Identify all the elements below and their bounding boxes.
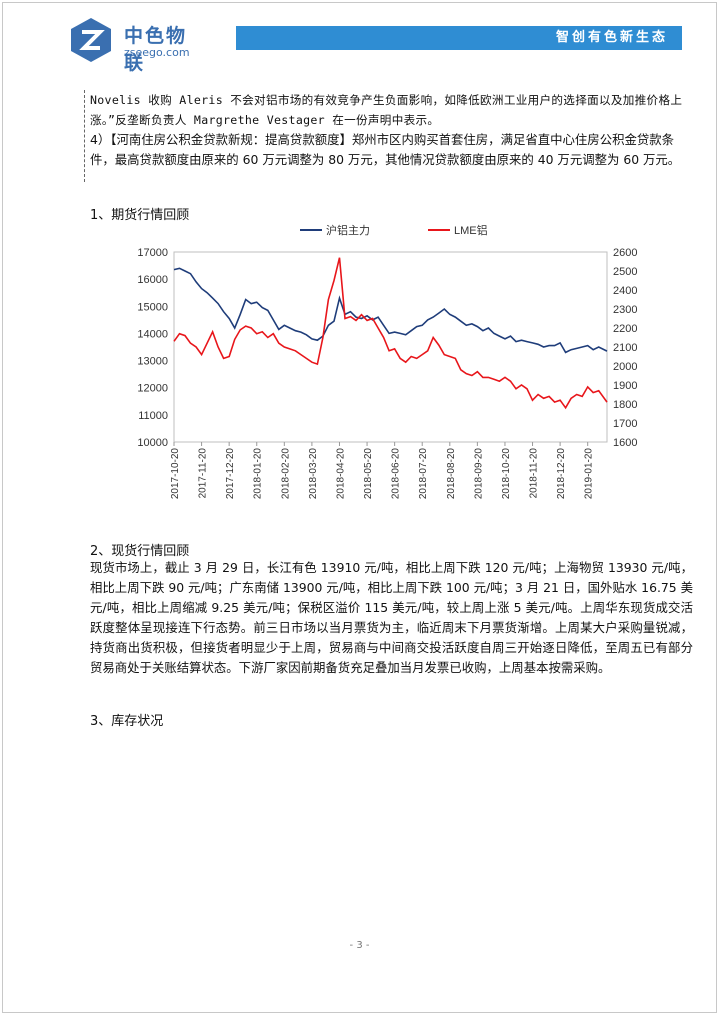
x-tick-label: 2018-05-20 — [363, 448, 374, 500]
y-left-tick-label: 10000 — [137, 437, 168, 449]
y-right-tick-label: 2000 — [613, 361, 637, 373]
header-banner: 智创有色新生态 — [236, 26, 682, 50]
y-left-tick-label: 14000 — [137, 328, 168, 340]
legend-label: 沪铝主力 — [326, 223, 370, 237]
y-right-tick-label: 2200 — [613, 323, 637, 335]
y-right-tick-label: 1900 — [613, 380, 637, 392]
section-heading-futures: 1、期货行情回顾 — [90, 208, 190, 223]
x-tick-label: 2017-11-20 — [198, 448, 209, 499]
logo-domain: zseego.com — [124, 46, 190, 59]
x-tick-label: 2018-03-20 — [308, 448, 319, 500]
x-tick-label: 2018-11-20 — [529, 448, 540, 499]
x-tick-label: 2018-07-20 — [418, 448, 429, 500]
x-tick-label: 2017-12-20 — [225, 448, 236, 500]
paragraph-spot-market: 现货市场上，截止 3 月 29 日，长江有色 13910 元/吨，相比上周下跌 … — [90, 560, 693, 675]
series-line-shfe-aluminum — [173, 267, 608, 354]
x-tick-label: 2018-10-20 — [501, 448, 512, 500]
x-tick-label: 2018-09-20 — [473, 448, 484, 500]
chart-legend: 沪铝主力 LME铝 — [300, 223, 488, 237]
series-line-lme-aluminum — [173, 257, 608, 410]
x-tick-label: 2018-01-20 — [253, 448, 264, 500]
quote-bar — [84, 90, 85, 182]
y-right-tick-label: 2300 — [613, 304, 637, 316]
y-right-tick-label: 1700 — [613, 418, 637, 430]
x-tick-label: 2018-04-20 — [335, 448, 346, 500]
y-left-tick-label: 16000 — [137, 274, 168, 286]
y-left-tick-label: 13000 — [137, 356, 168, 368]
section-heading-spot: 2、现货行情回顾 — [90, 544, 190, 559]
x-tick-label: 2018-08-20 — [446, 448, 457, 500]
y-left-tick-label: 12000 — [137, 383, 168, 395]
x-tick-label: 2018-12-20 — [556, 448, 567, 500]
hexagon-logo-icon — [71, 18, 111, 62]
page-number: - 3 - — [349, 940, 370, 951]
logo-chinese-name: 中色物联 — [124, 25, 188, 74]
x-tick-label: 2018-06-20 — [391, 448, 402, 500]
paragraph-housing-fund: 4）【河南住房公积金贷款新规：提高贷款额度】郑州市区内购买首套住房，满足省直中心… — [90, 132, 681, 167]
y-left-tick-label: 17000 — [137, 247, 168, 259]
y-right-tick-label: 2400 — [613, 285, 637, 297]
plot-frame — [173, 251, 608, 443]
futures-line-chart: 沪铝主力 LME铝 10000 11000 12000 13000 14000 15000 1… — [137, 223, 637, 500]
y-left-tick-label: 15000 — [137, 301, 168, 313]
section-heading-inventory: 3、库存状况 — [90, 714, 164, 729]
x-tick-label: 2019-01-20 — [584, 448, 595, 500]
y-right-tick-label: 2100 — [613, 342, 637, 354]
y-right-tick-label: 1600 — [613, 437, 637, 449]
y-left-tick-label: 11000 — [138, 410, 168, 422]
x-tick-label: 2017-10-20 — [170, 448, 181, 500]
company-logo: 中色物联 zseego.com — [68, 16, 198, 74]
y-right-tick-label: 2500 — [613, 266, 637, 278]
paragraph-novelis: Novelis 收购 Aleris 不会对铝市场的有效竞争产生负面影响，如降低欧… — [90, 93, 683, 127]
y-right-tick-label: 2600 — [613, 247, 637, 259]
legend-label: LME铝 — [454, 223, 488, 237]
x-tick-label: 2018-02-20 — [280, 448, 291, 500]
y-right-tick-label: 1800 — [613, 399, 637, 411]
